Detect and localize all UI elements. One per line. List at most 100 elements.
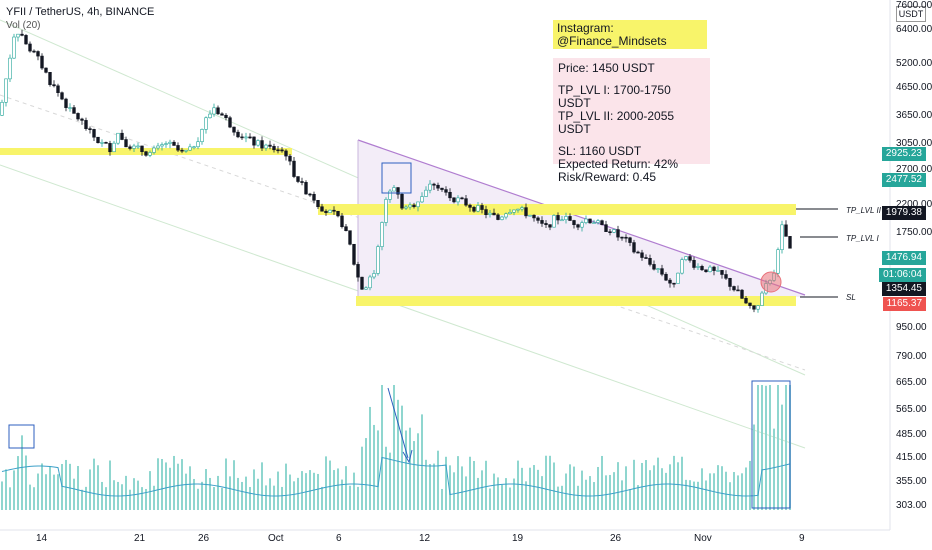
volume-bar xyxy=(313,472,315,510)
volume-bar xyxy=(205,469,207,510)
volume-bar xyxy=(577,485,579,510)
volume-bar xyxy=(341,479,343,510)
volume-bar xyxy=(605,475,607,510)
volume-bar xyxy=(693,481,695,510)
candle-body xyxy=(160,144,164,147)
candle-body xyxy=(56,85,60,93)
volume-bar xyxy=(757,385,759,510)
candle-body xyxy=(628,237,632,243)
x-tick-label: 19 xyxy=(512,533,524,544)
candle-body xyxy=(112,142,116,153)
volume-bar xyxy=(333,470,335,510)
candle-body xyxy=(168,141,172,144)
candle-body xyxy=(588,218,592,224)
volume-bar xyxy=(537,469,539,510)
volume-bar xyxy=(13,470,15,510)
candle-body xyxy=(436,184,440,189)
volume-bar xyxy=(149,471,151,510)
candle-body xyxy=(568,216,572,221)
volume-bar xyxy=(121,484,123,510)
y-tick-label: 5200.00 xyxy=(896,58,932,69)
candle-body xyxy=(552,215,556,228)
volume-bar xyxy=(565,473,567,510)
volume-bar xyxy=(361,446,363,510)
candle-body xyxy=(188,146,192,151)
y-tick-label: 565.00 xyxy=(896,404,927,415)
volume-bar xyxy=(201,481,203,510)
volume-bar xyxy=(377,430,379,510)
candle-body xyxy=(276,149,280,152)
tp2-band xyxy=(318,204,796,215)
volume-bar xyxy=(497,477,499,510)
volume-bar xyxy=(745,467,747,510)
volume-bar xyxy=(101,481,103,510)
candle-body xyxy=(700,266,704,271)
currency-badge[interactable]: USDT xyxy=(896,6,926,22)
sl-tag: SL xyxy=(846,293,856,302)
volume-bar xyxy=(725,471,727,510)
candle-body xyxy=(744,298,748,304)
volume-bar xyxy=(97,465,99,510)
candle-body xyxy=(488,212,492,215)
candle-body xyxy=(572,220,576,225)
candle-body xyxy=(452,197,456,203)
volume-bar xyxy=(585,479,587,510)
candle-body xyxy=(16,33,20,38)
volume-bar xyxy=(777,385,779,510)
y-tick-label: 790.00 xyxy=(896,351,927,362)
tp-lvl-ii-tag: TP_LVL II xyxy=(846,206,881,215)
candle-body xyxy=(716,270,720,272)
candle-body xyxy=(788,236,792,249)
candle-body xyxy=(508,212,512,215)
volume-bar xyxy=(49,466,51,510)
volume-bar xyxy=(357,486,359,510)
volume-bar xyxy=(765,385,767,510)
volume-arrow-head xyxy=(402,449,413,464)
volume-bar xyxy=(773,428,775,510)
candle-body xyxy=(140,145,144,153)
volume-bar xyxy=(429,464,431,510)
candle-body xyxy=(756,305,760,310)
volume-ma-line xyxy=(1,456,791,497)
y-tick-label: 2200.00 xyxy=(896,199,932,210)
volume-bar xyxy=(345,466,347,510)
instagram-note: Instagram: @Finance_Mindsets xyxy=(553,20,707,49)
candle-body xyxy=(24,35,28,45)
candle-body xyxy=(96,136,100,144)
candle-body xyxy=(660,268,664,275)
y-tick-label: 303.00 xyxy=(896,500,927,511)
volume-bar xyxy=(381,385,383,510)
candle-body xyxy=(340,215,344,228)
candle-body xyxy=(632,242,636,253)
candle-body xyxy=(244,136,248,139)
y-tick-label: 1750.00 xyxy=(896,227,932,238)
candle-body xyxy=(36,51,40,57)
volume-bar xyxy=(729,482,731,510)
volume-bar xyxy=(769,385,771,510)
volume-bar xyxy=(485,460,487,510)
candle-body xyxy=(516,208,520,211)
y-tick-label: 6400.00 xyxy=(896,24,932,35)
volume-bar xyxy=(653,465,655,510)
volume-bar xyxy=(477,477,479,510)
volume-bar xyxy=(525,481,527,510)
price-label: 1476.94 xyxy=(881,251,926,265)
volume-bar xyxy=(561,485,563,510)
volume-bar xyxy=(293,481,295,510)
candle-body xyxy=(544,223,548,225)
candle-body xyxy=(116,132,120,144)
y-tick-label: 950.00 xyxy=(896,322,927,333)
volume-bar xyxy=(529,467,531,510)
candle-body xyxy=(252,136,256,146)
x-tick-label: 26 xyxy=(610,533,622,544)
volume-bar xyxy=(61,463,63,510)
volume-bar xyxy=(633,459,635,510)
volume-bar xyxy=(245,476,247,510)
volume-bar xyxy=(665,472,667,510)
candle-body xyxy=(644,257,648,259)
candle-body xyxy=(44,67,48,73)
candle-body xyxy=(368,276,372,289)
y-tick-label: 2700.00 xyxy=(896,164,932,175)
volume-bar xyxy=(597,466,599,510)
